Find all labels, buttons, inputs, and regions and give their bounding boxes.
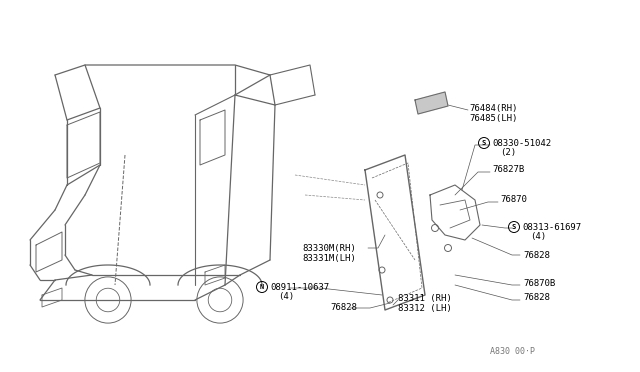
Text: 83312 (LH): 83312 (LH) bbox=[398, 304, 452, 312]
Text: S: S bbox=[512, 224, 516, 230]
Text: 83331M(LH): 83331M(LH) bbox=[302, 253, 356, 263]
Text: 08911-10637: 08911-10637 bbox=[270, 282, 329, 292]
Text: 83311 (RH): 83311 (RH) bbox=[398, 294, 452, 302]
Text: 08330-51042: 08330-51042 bbox=[492, 138, 551, 148]
Text: A830 00·P: A830 00·P bbox=[490, 347, 535, 356]
Text: 76827B: 76827B bbox=[492, 166, 524, 174]
Text: 76870: 76870 bbox=[500, 196, 527, 205]
Text: 08313-61697: 08313-61697 bbox=[522, 222, 581, 231]
Text: S: S bbox=[482, 140, 486, 146]
Text: (4): (4) bbox=[278, 292, 294, 301]
Text: 76485(LH): 76485(LH) bbox=[469, 113, 517, 122]
Text: 76828: 76828 bbox=[523, 250, 550, 260]
Polygon shape bbox=[415, 92, 448, 114]
Text: (4): (4) bbox=[530, 232, 546, 241]
Text: 83330M(RH): 83330M(RH) bbox=[302, 244, 356, 253]
Text: 76484(RH): 76484(RH) bbox=[469, 103, 517, 112]
Text: 76828: 76828 bbox=[523, 294, 550, 302]
Text: N: N bbox=[260, 284, 264, 290]
Text: (2): (2) bbox=[500, 148, 516, 157]
Text: 76870B: 76870B bbox=[523, 279, 556, 288]
Text: 76828: 76828 bbox=[330, 304, 357, 312]
